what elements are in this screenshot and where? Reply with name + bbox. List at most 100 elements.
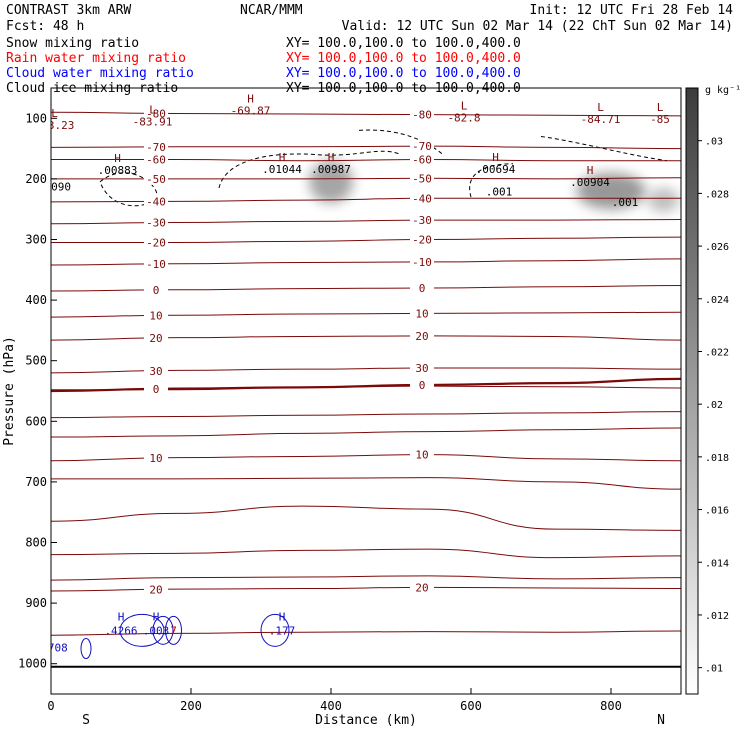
colorbar-tick-label: .022 (705, 347, 729, 358)
temperature-contour-label: -50 (146, 173, 166, 186)
temperature-contour-label: 10 (415, 307, 428, 320)
ice-shading-0 (308, 160, 354, 204)
temperature-contour-label: 0 (153, 383, 160, 396)
cloud-water-marker: H (118, 610, 125, 623)
extremum-marker: L (597, 101, 604, 114)
contour-label-bg (144, 236, 168, 249)
temperature-contour-label: 0 (419, 282, 426, 295)
header-model-label: CONTRAST 3km ARW (6, 3, 131, 18)
temperature-contour (51, 477, 681, 490)
y-tick-label: 200 (25, 172, 47, 186)
extremum-marker: H (279, 151, 286, 164)
temperature-contour-label: 10 (149, 310, 162, 323)
cloud-water-contour (165, 615, 182, 645)
extremum-marker: H (247, 93, 254, 106)
y-tick-label: 600 (25, 414, 47, 428)
contour-label-bg (144, 452, 168, 465)
extremum-value: .00883 (98, 164, 138, 177)
temperature-contour-label: -30 (146, 217, 166, 230)
extremum-value: -83.91 (133, 116, 173, 129)
colorbar-tick-label: .014 (705, 558, 729, 569)
temperature-contour-label: 20 (149, 332, 162, 345)
contour-label-bg (410, 448, 434, 461)
extremum-marker: L (461, 99, 468, 112)
contour-label-bg (144, 309, 168, 322)
colorbar: g kg⁻¹ .01 .012 .014 .016 .018 .02 .022 .024 .02… (685, 85, 740, 695)
extremum-marker: L (149, 104, 156, 117)
temperature-contour-label: -70 (146, 141, 166, 154)
rain-value: 7 (170, 624, 177, 637)
field-name-cloud-water: Cloud water mixing ratio (6, 66, 194, 81)
extremum-value: .00694 (476, 163, 516, 176)
temperature-contour-label: 10 (415, 449, 428, 462)
colorbar-tick-label: .02 (705, 400, 723, 411)
colorbar-tick-label: .01 (705, 664, 723, 675)
contour-label-bg (144, 153, 168, 166)
temperature-contour-label: -70 (412, 140, 432, 153)
temperature-contour-label: 20 (415, 581, 428, 594)
contour-label-bg (410, 307, 434, 320)
field-legend: Snow mixing ratio XY= 100.0,100.0 to 100… (6, 36, 521, 96)
contour-label-bg (144, 257, 168, 270)
contour-label-bg (410, 214, 434, 227)
colorbar-tick-label: .024 (705, 295, 729, 306)
extremum-value: .00987 (311, 163, 351, 176)
field-xy-rain: XY= 100.0,100.0 to 100.0,400.0 (286, 51, 521, 66)
temperature-contour (51, 427, 681, 438)
temperature-contour-label: 30 (149, 365, 162, 378)
cloud-water-contour (80, 638, 92, 660)
temperature-contour-label: 20 (149, 583, 162, 596)
contour-label-bg (410, 255, 434, 268)
header-forecast-label: Fcst: 48 h (6, 19, 84, 34)
header-init-label: Init: 12 UTC Fri 28 Feb 14 (530, 3, 734, 18)
contour-label-bg (410, 108, 434, 121)
colorbar-tick-label: .016 (705, 506, 729, 517)
extremum-value: .001 (612, 196, 639, 209)
temperature-contour (51, 548, 681, 559)
cloud-water-contour (152, 615, 174, 645)
contour-label-bg (144, 382, 168, 395)
y-axis-label: Pressure (hPa) (2, 336, 17, 446)
colorbar-unit: g kg⁻¹ (705, 85, 740, 96)
field-name-snow: Snow mixing ratio (6, 36, 139, 51)
extremum-marker: H (587, 164, 594, 177)
ice-contour (99, 129, 668, 207)
contour-label-bg (410, 233, 434, 246)
cloud-water-value: .4266 (104, 624, 137, 637)
temperature-contour-label: -40 (146, 195, 166, 208)
plot-area: -80 -80-70 -70-60 -60-50 -50-40 -40-30 -30-20-… (18, 87, 682, 713)
contour-label-bg (144, 332, 168, 345)
y-tick-label: 700 (25, 475, 47, 489)
temperature-contour-label: -10 (412, 256, 432, 269)
temperature-contour-label: -60 (146, 154, 166, 167)
contour-label-bg (144, 107, 168, 120)
contour-label-bg (144, 583, 168, 596)
colorbar-tick-label: .018 (705, 453, 729, 464)
extremum-value: .00904 (570, 176, 610, 189)
contour-label-bg (410, 153, 434, 166)
colorbar-tick-label: .028 (705, 189, 729, 200)
temperature-contour (51, 575, 681, 581)
cloud-water-value: .708 (41, 641, 68, 654)
cloud-water-value: .177 (269, 624, 296, 637)
colorbar-tick-label: .026 (705, 242, 729, 253)
colorbar-tick-label: .03 (705, 137, 723, 148)
cloud-water-contour (260, 613, 290, 647)
temperature-contour (51, 630, 681, 636)
contour-label-bg (144, 195, 168, 208)
extremum-value: -83.23 (35, 119, 75, 132)
extremum-value: .01044 (262, 163, 302, 176)
y-tick-label: 800 (25, 536, 47, 550)
extremum-marker: H (114, 152, 121, 165)
header-valid-label: Valid: 12 UTC Sun 02 Mar 14 (22 ChT Sun … (342, 19, 733, 34)
x-tick-label: 0 (47, 699, 54, 713)
cloud-water-contour (119, 613, 165, 647)
contour-label-bg (410, 581, 434, 594)
plot-content: -80 -80-70 -70-60 -60-50 -50-40 -40-30 -30-20-… (35, 93, 681, 668)
colorbar-tick-label: .012 (705, 611, 729, 622)
plot-frame (50, 87, 682, 695)
contour-label-bg (144, 140, 168, 153)
temperature-contour (51, 411, 681, 419)
x-tick-label: 400 (320, 699, 342, 713)
temperature-contour-label: 0 (419, 379, 426, 392)
